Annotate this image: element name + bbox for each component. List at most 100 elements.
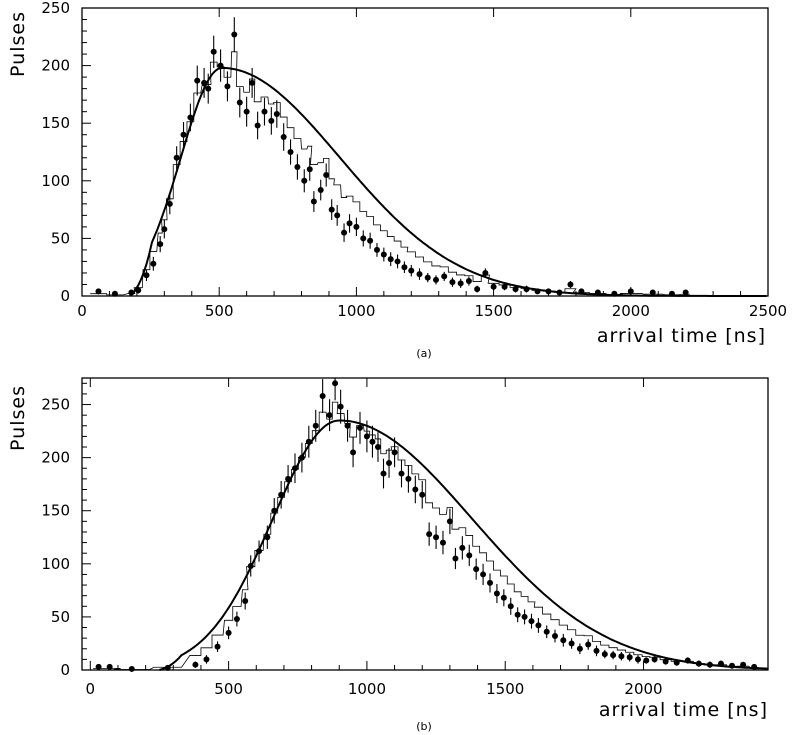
panel-b-data-point	[426, 531, 433, 538]
panel-b-data-point	[433, 534, 440, 541]
panel-b-data-point	[326, 412, 333, 419]
panel-b-data-point	[552, 633, 559, 640]
panel-b-data-point	[585, 641, 592, 648]
panel-a-x-tick-label: 2000	[612, 302, 650, 320]
panel-a-data-point	[387, 256, 394, 263]
panel-b-data-point	[601, 651, 608, 658]
panel-a-label: (a)	[416, 347, 431, 360]
panel-a-data-point	[323, 172, 330, 179]
panel-b-data-point	[500, 594, 507, 601]
panel-a-x-tick-label: 1000	[337, 302, 375, 320]
panel-a-data-point	[346, 220, 353, 227]
panel-a-data-point	[424, 274, 431, 281]
panel-a-data-point	[224, 83, 231, 90]
panel-b-data-point	[452, 555, 459, 562]
panel-a-data-point	[150, 260, 157, 267]
panel-b-data-point	[95, 663, 102, 670]
panel-b-data-point	[363, 433, 370, 440]
panel-a-points	[95, 31, 689, 297]
panel-a-x-tick-label: 1500	[475, 302, 513, 320]
panel-b-data-point	[374, 444, 381, 451]
panel-b-data-point	[380, 470, 387, 477]
panel-a-data-point	[401, 264, 408, 271]
panel-a-data-point	[367, 237, 374, 244]
panel-a-data-point	[449, 279, 456, 286]
panel-a-histogram-steps	[90, 51, 690, 296]
panel-a-data-point	[380, 251, 387, 258]
panel-a-frame	[81, 7, 769, 297]
panel-b-data-point	[312, 422, 319, 429]
panel-a-data-point	[649, 289, 656, 296]
panel-a-x-tick-label: 2500	[749, 302, 787, 320]
panel-b-histogram-steps	[93, 401, 759, 670]
panel-a-data-point	[328, 206, 335, 213]
panel-a-data-point	[301, 177, 308, 184]
panel-b-data-point	[651, 656, 658, 663]
panel-a-y-tick-label: 100	[41, 172, 70, 190]
panel-b-data-point	[593, 647, 600, 654]
panel-b-data-point	[398, 470, 405, 477]
panel-b-data-point	[634, 656, 641, 663]
panel-b-data-point	[369, 438, 376, 445]
panel-a-data-point	[161, 226, 168, 233]
panel-b-x-tick-label: 1500	[486, 680, 524, 698]
panel-b-data-point	[514, 611, 521, 618]
panel-a-data-point	[143, 272, 150, 279]
panel-a-data-point	[474, 286, 481, 293]
panel-a-data-point	[306, 166, 313, 173]
panel-a-y-tick-label: 150	[41, 114, 70, 132]
panel-b-fit-curve	[159, 419, 769, 671]
panel-a-data-point	[482, 269, 489, 276]
panel-b-points	[95, 380, 758, 672]
panel-a-data-point	[210, 48, 217, 55]
panel-b-data-point	[610, 652, 617, 659]
panel-b-data-point	[337, 403, 344, 410]
panel-a-data-point	[310, 198, 317, 205]
panel-a-data-point	[416, 271, 423, 278]
panel-b-data-point	[626, 654, 633, 661]
panel-a-data-point	[249, 79, 256, 86]
panel-b-y-tick-label: 200	[41, 449, 70, 467]
panel-b-data-point	[568, 640, 575, 647]
panel-b-data-point	[225, 629, 232, 636]
panel-b-data-point	[319, 393, 326, 400]
panel-a-data-point	[111, 290, 118, 297]
panel-b-y-axis-title: Pulses	[7, 385, 29, 451]
panel-a-data-point	[457, 280, 464, 287]
panel-b-y-tick-label: 50	[51, 608, 70, 626]
panel-b-y-tick-label: 150	[41, 502, 70, 520]
panel-b-data-point	[233, 616, 240, 623]
panel-a-data-point	[490, 283, 497, 290]
panel-a-x-tick-label: 0	[77, 302, 87, 320]
panel-b-data-point	[242, 597, 249, 604]
panel-a-y-tick-label: 200	[41, 57, 70, 75]
panel-b-data-point	[507, 603, 514, 610]
panel-b-data-point	[356, 424, 363, 431]
panel-a-data-point	[501, 283, 508, 290]
panel-b-data-point	[405, 475, 412, 482]
panel-a-data-point	[205, 85, 212, 92]
panel-b-data-point	[386, 459, 393, 466]
panel-b-data-point	[493, 590, 500, 597]
panel-a-x-ticks: 0 500 1000 1500 2000 2500	[77, 8, 787, 320]
panel-a: 0 500 1000 1500 2000 2500 0 50 100 150 200 250 Pul…	[7, 0, 787, 360]
panel-b-data-point	[662, 658, 669, 665]
panel-a-data-point	[334, 212, 341, 219]
panel-a-data-point	[394, 258, 401, 265]
panel-b-histogram	[93, 401, 759, 670]
panel-b-label: (b)	[416, 720, 432, 733]
panel-a-y-ticks: 0 50 100 150 200 250	[41, 0, 91, 305]
panel-a-data-point	[173, 154, 180, 161]
panel-a-data-point	[243, 108, 250, 115]
panel-a-data-point	[280, 134, 287, 141]
panel-a-data-point	[261, 108, 268, 115]
panel-b-data-point	[473, 566, 480, 573]
panel-a-data-point	[95, 288, 102, 295]
panel-b-data-point	[618, 653, 625, 660]
panel-a-y-tick-label: 250	[41, 0, 70, 17]
panel-a-data-point	[287, 149, 294, 155]
panel-b-data-point	[350, 449, 357, 456]
panel-a-data-point	[408, 267, 415, 274]
panel-a-data-point	[268, 117, 275, 124]
